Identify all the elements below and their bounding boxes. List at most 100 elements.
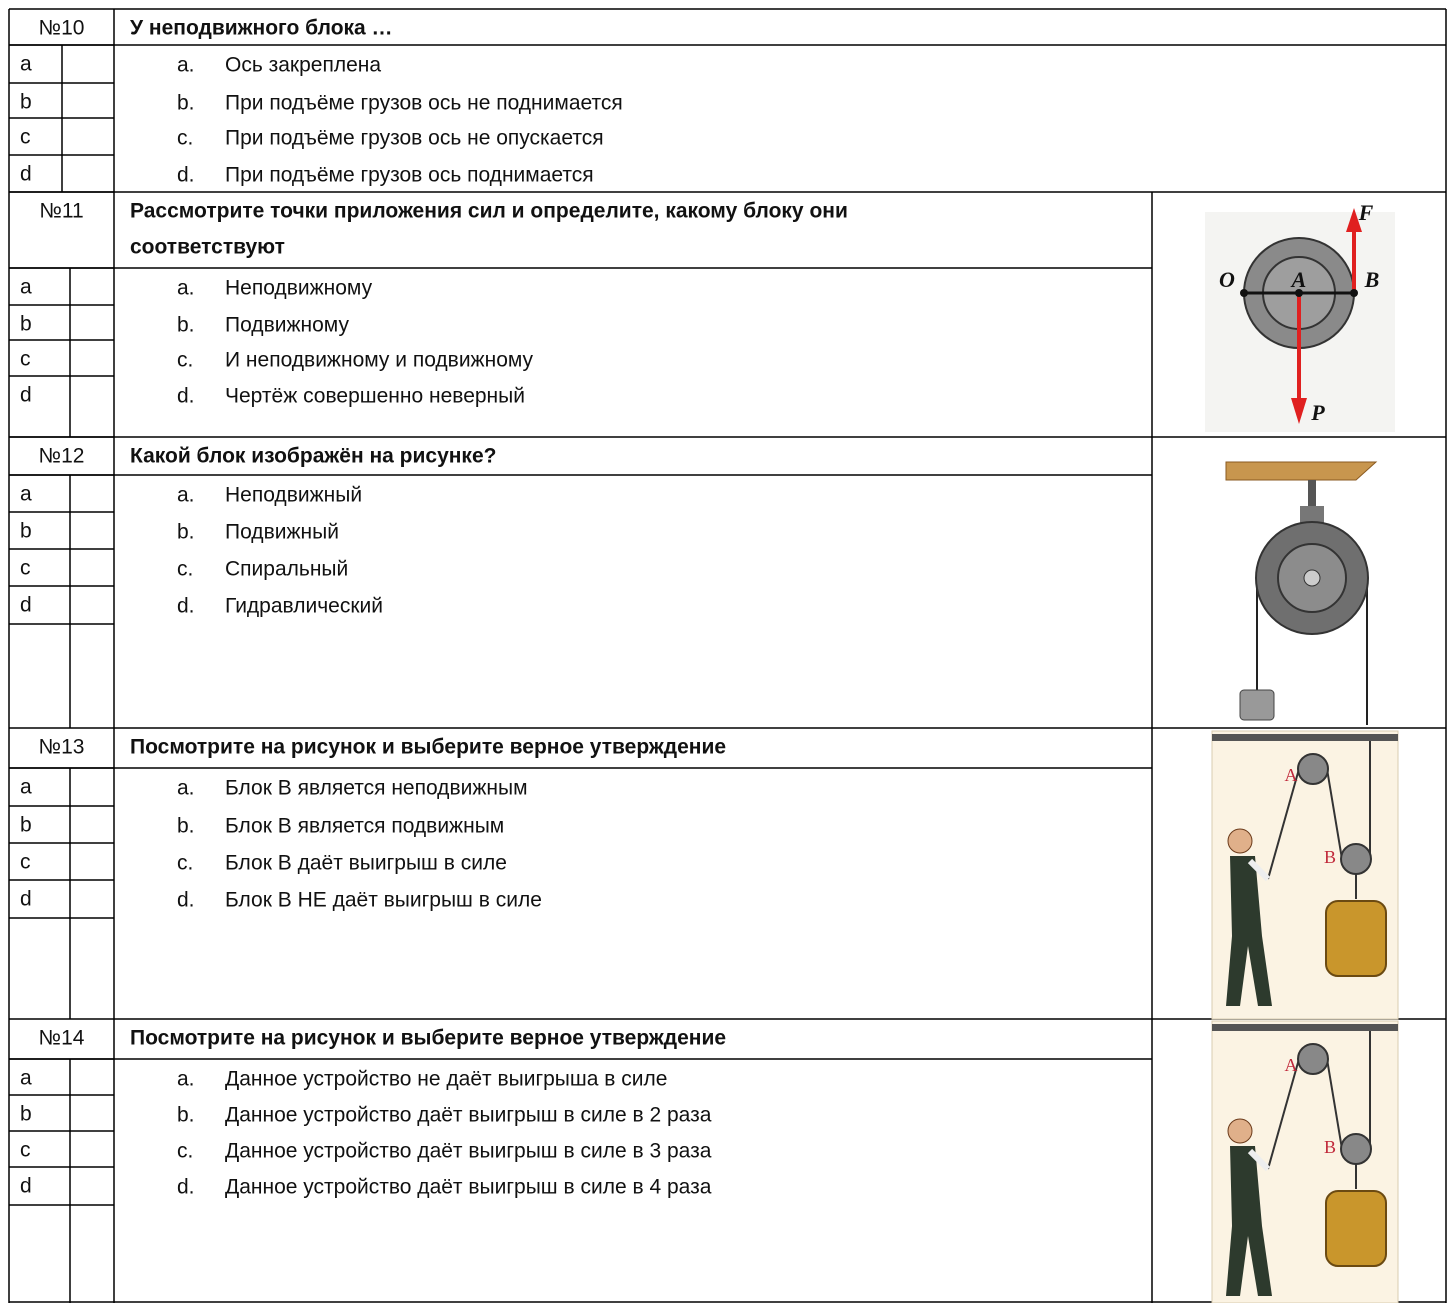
option-marker: d. xyxy=(177,164,195,187)
barrel xyxy=(1325,1190,1387,1267)
figure-label: B xyxy=(1364,267,1380,292)
answer-letter: c xyxy=(20,1139,31,1162)
pulley-b xyxy=(1340,843,1372,875)
option-marker: a. xyxy=(177,54,195,77)
question-number: №11 xyxy=(39,200,83,223)
option-marker: d. xyxy=(177,385,195,408)
option-text: Спиральный xyxy=(225,558,348,581)
figure-forces: O A B F P xyxy=(1205,200,1395,432)
option-marker: c. xyxy=(177,349,193,372)
answer-letter: a xyxy=(20,483,32,506)
body xyxy=(1226,1146,1272,1296)
question-text: Рассмотрите точки приложения сил и опред… xyxy=(130,200,848,223)
figure-system: AB xyxy=(1211,730,1399,1020)
question-text: У неподвижного блока … xyxy=(130,17,393,40)
ceiling xyxy=(1212,734,1398,741)
body xyxy=(1226,856,1272,1006)
figure-label: B xyxy=(1324,847,1336,867)
answer-letter: c xyxy=(20,557,31,580)
answer-letter: d xyxy=(20,163,32,186)
figure-label: A xyxy=(1290,267,1307,292)
option-text: И неподвижному и подвижному xyxy=(225,349,534,372)
option-text: Данное устройство не даёт выигрыша в сил… xyxy=(225,1068,667,1091)
answer-letter: c xyxy=(20,126,31,149)
hook xyxy=(1308,480,1316,508)
option-text: Ось закреплена xyxy=(225,54,381,77)
barrel xyxy=(1325,900,1387,977)
option-marker: c. xyxy=(177,558,193,581)
option-text: Блок В является подвижным xyxy=(225,815,504,838)
rope xyxy=(1267,768,1300,880)
ceiling xyxy=(1212,1024,1398,1031)
figure-label: A xyxy=(1285,765,1298,785)
answer-letter: d xyxy=(20,384,32,407)
figure-label: P xyxy=(1310,400,1325,425)
point xyxy=(1350,289,1358,297)
head xyxy=(1227,828,1253,854)
option-text: Данное устройство даёт выигрыш в силе в … xyxy=(225,1140,712,1163)
figure-label: O xyxy=(1219,267,1235,292)
option-text: При подъёме грузов ось поднимается xyxy=(225,164,594,187)
point xyxy=(1295,289,1303,297)
question-number: №12 xyxy=(39,445,85,468)
option-marker: b. xyxy=(177,314,195,337)
board xyxy=(1225,461,1378,481)
option-text: Гидравлический xyxy=(225,595,383,618)
question-number: №14 xyxy=(39,1027,85,1050)
option-marker: d. xyxy=(177,1176,195,1199)
arm xyxy=(1247,1148,1271,1172)
answer-letter: d xyxy=(20,1175,32,1198)
option-marker: c. xyxy=(177,127,193,150)
pulley-a xyxy=(1297,753,1329,785)
option-marker: d. xyxy=(177,595,195,618)
option-marker: b. xyxy=(177,92,195,115)
option-marker: c. xyxy=(177,1140,193,1163)
option-text: Чертёж совершенно неверный xyxy=(225,385,525,408)
answer-letter: b xyxy=(20,313,32,336)
answer-letter: d xyxy=(20,594,32,617)
question-text: соответствуют xyxy=(130,236,285,259)
pulley-b xyxy=(1340,1133,1372,1165)
option-text: При подъёме грузов ось не опускается xyxy=(225,127,604,150)
rope xyxy=(1326,1058,1343,1150)
answer-letter: a xyxy=(20,53,32,76)
option-marker: a. xyxy=(177,777,195,800)
option-text: Подвижный xyxy=(225,521,339,544)
force-p-head xyxy=(1291,398,1307,424)
question-number: №10 xyxy=(39,17,85,40)
figure-label: A xyxy=(1285,1055,1298,1075)
option-marker: c. xyxy=(177,852,193,875)
option-text: Данное устройство даёт выигрыш в силе в … xyxy=(225,1104,712,1127)
option-marker: d. xyxy=(177,889,195,912)
figure-label: F xyxy=(1358,200,1374,225)
answer-letter: c xyxy=(20,348,31,371)
option-text: Подвижному xyxy=(225,314,349,337)
arm xyxy=(1247,858,1271,882)
answer-letter: b xyxy=(20,520,32,543)
question-number: №13 xyxy=(39,736,85,759)
option-marker: a. xyxy=(177,1068,195,1091)
point xyxy=(1240,289,1248,297)
option-text: При подъёме грузов ось не поднимается xyxy=(225,92,623,115)
answer-letter: a xyxy=(20,776,32,799)
question-text: Посмотрите на рисунок и выберите верное … xyxy=(130,736,726,759)
option-marker: b. xyxy=(177,1104,195,1127)
answer-letter: d xyxy=(20,888,32,911)
pulley-a xyxy=(1297,1043,1329,1075)
option-text: Неподвижному xyxy=(225,277,373,300)
answer-letter: a xyxy=(20,1067,32,1090)
option-text: Блок В является неподвижным xyxy=(225,777,528,800)
answer-letter: b xyxy=(20,1103,32,1126)
rope xyxy=(1267,1058,1300,1170)
answer-letter: b xyxy=(20,91,32,114)
option-text: Блок В даёт выигрыш в силе xyxy=(225,852,507,875)
figure-system: AB xyxy=(1211,1020,1399,1303)
figure-pulley xyxy=(1225,461,1378,725)
axle xyxy=(1303,569,1321,587)
force-f-head xyxy=(1346,208,1362,232)
option-marker: b. xyxy=(177,521,195,544)
option-marker: a. xyxy=(177,277,195,300)
option-marker: a. xyxy=(177,484,195,507)
